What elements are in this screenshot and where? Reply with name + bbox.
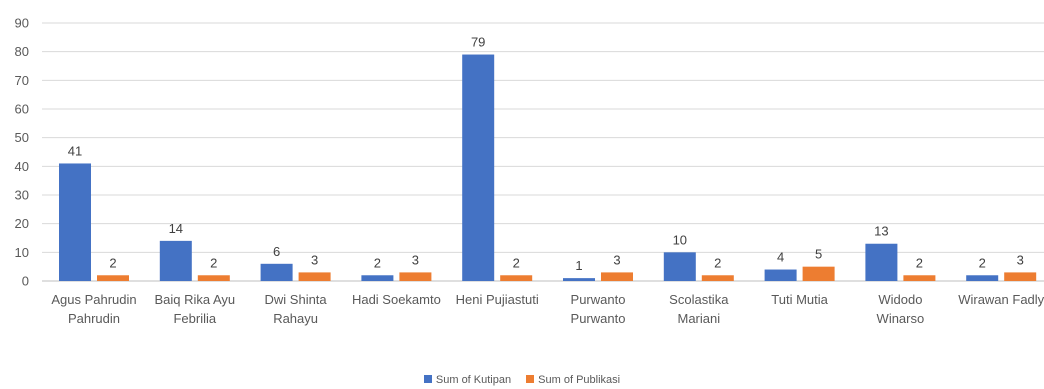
x-category-label-line: Winarso bbox=[877, 311, 925, 326]
bar-publikasi bbox=[601, 272, 633, 281]
x-category-label: Heni Pujiastuti bbox=[456, 292, 539, 307]
data-label-publikasi: 3 bbox=[311, 252, 318, 267]
bar-series bbox=[59, 55, 1036, 281]
x-category-label: Agus Pahrudin Pahrudin bbox=[51, 292, 136, 326]
bar-kutipan bbox=[462, 55, 494, 281]
data-label-publikasi: 2 bbox=[916, 255, 923, 270]
legend-item-kutipan: Sum of Kutipan bbox=[424, 374, 511, 386]
data-label-kutipan: 4 bbox=[777, 250, 784, 265]
data-label-kutipan: 41 bbox=[68, 143, 82, 158]
bar-kutipan bbox=[261, 264, 293, 281]
data-label-kutipan: 2 bbox=[979, 255, 986, 270]
x-category-label-line: Mariani bbox=[677, 311, 720, 326]
x-category-label-line: Wirawan Fadly bbox=[958, 292, 1044, 307]
data-label-kutipan: 6 bbox=[273, 244, 280, 259]
x-category-label: Scolastika Mariani bbox=[669, 292, 729, 326]
y-tick-label: 70 bbox=[15, 73, 29, 88]
data-label-publikasi: 2 bbox=[109, 255, 116, 270]
bar-publikasi bbox=[903, 275, 935, 281]
x-category-label-line: Febrilia bbox=[173, 311, 216, 326]
data-label-publikasi: 5 bbox=[815, 247, 822, 262]
data-label-kutipan: 10 bbox=[673, 232, 687, 247]
bar-publikasi bbox=[702, 275, 734, 281]
x-category-label-line: Rahayu bbox=[273, 311, 318, 326]
y-tick-label: 80 bbox=[15, 44, 29, 59]
y-tick-label: 90 bbox=[15, 16, 29, 31]
legend-label-publikasi: Sum of Publikasi bbox=[538, 374, 620, 386]
chart-legend: Sum of Kutipan Sum of Publikasi bbox=[0, 374, 1044, 386]
legend-label-kutipan: Sum of Kutipan bbox=[436, 374, 511, 386]
data-label-kutipan: 2 bbox=[374, 255, 381, 270]
gridlines bbox=[42, 23, 1044, 281]
y-tick-label: 30 bbox=[15, 188, 29, 203]
bar-kutipan bbox=[563, 278, 595, 281]
bar-kutipan bbox=[59, 163, 91, 281]
x-category-label-line: Heni Pujiastuti bbox=[456, 292, 539, 307]
x-category-label-line: Widodo bbox=[878, 292, 922, 307]
data-label-kutipan: 14 bbox=[169, 221, 183, 236]
bar-kutipan bbox=[865, 244, 897, 281]
bar-publikasi bbox=[500, 275, 532, 281]
x-category-label: Dwi Shinta Rahayu bbox=[265, 292, 328, 326]
bar-kutipan bbox=[765, 270, 797, 281]
data-label-publikasi: 2 bbox=[714, 255, 721, 270]
bar-kutipan bbox=[361, 275, 393, 281]
data-label-kutipan: 13 bbox=[874, 224, 888, 239]
y-tick-label: 0 bbox=[22, 274, 29, 289]
y-tick-label: 20 bbox=[15, 216, 29, 231]
x-category-label: Hadi Soekamto bbox=[352, 292, 441, 307]
x-category-label-line: Pahrudin bbox=[68, 311, 120, 326]
bar-publikasi bbox=[198, 275, 230, 281]
x-category-label: Wirawan Fadly bbox=[958, 292, 1044, 307]
data-label-kutipan: 1 bbox=[575, 258, 582, 273]
data-label-publikasi: 2 bbox=[210, 255, 217, 270]
x-category-label: Purwanto Purwanto bbox=[571, 292, 626, 326]
y-tick-label: 40 bbox=[15, 159, 29, 174]
x-category-label-line: Agus Pahrudin bbox=[51, 292, 136, 307]
bar-publikasi bbox=[1004, 272, 1036, 281]
x-category-label-line: Tuti Mutia bbox=[771, 292, 828, 307]
bar-publikasi bbox=[299, 272, 331, 281]
data-label-publikasi: 3 bbox=[613, 252, 620, 267]
x-category-label: Baiq Rika Ayu Febrilia bbox=[154, 292, 235, 326]
data-label-publikasi: 2 bbox=[513, 255, 520, 270]
x-category-label-line: Purwanto bbox=[571, 292, 626, 307]
bar-publikasi bbox=[803, 267, 835, 281]
y-tick-label: 50 bbox=[15, 130, 29, 145]
legend-swatch-kutipan bbox=[424, 375, 432, 383]
y-axis-tick-labels: 0 10 20 30 40 50 60 70 80 90 bbox=[15, 16, 29, 289]
legend-swatch-publikasi bbox=[526, 375, 534, 383]
bar-kutipan bbox=[966, 275, 998, 281]
x-category-label-line: Purwanto bbox=[571, 311, 626, 326]
x-category-label-line: Baiq Rika Ayu bbox=[154, 292, 235, 307]
x-category-label-line: Hadi Soekamto bbox=[352, 292, 441, 307]
x-category-label: Tuti Mutia bbox=[771, 292, 828, 307]
y-tick-label: 10 bbox=[15, 245, 29, 260]
bar-kutipan bbox=[160, 241, 192, 281]
x-axis-category-labels: Agus Pahrudin Pahrudin Baiq Rika Ayu Febril… bbox=[51, 292, 1044, 326]
bar-publikasi bbox=[97, 275, 129, 281]
data-label-kutipan: 79 bbox=[471, 35, 485, 50]
data-label-publikasi: 3 bbox=[412, 252, 419, 267]
bar-kutipan bbox=[664, 252, 696, 281]
legend-item-publikasi: Sum of Publikasi bbox=[526, 374, 620, 386]
x-category-label: Widodo Winarso bbox=[877, 292, 925, 326]
x-category-label-line: Dwi Shinta bbox=[265, 292, 328, 307]
y-tick-label: 60 bbox=[15, 102, 29, 117]
bar-publikasi bbox=[399, 272, 431, 281]
x-category-label-line: Scolastika bbox=[669, 292, 729, 307]
data-label-publikasi: 3 bbox=[1017, 252, 1024, 267]
